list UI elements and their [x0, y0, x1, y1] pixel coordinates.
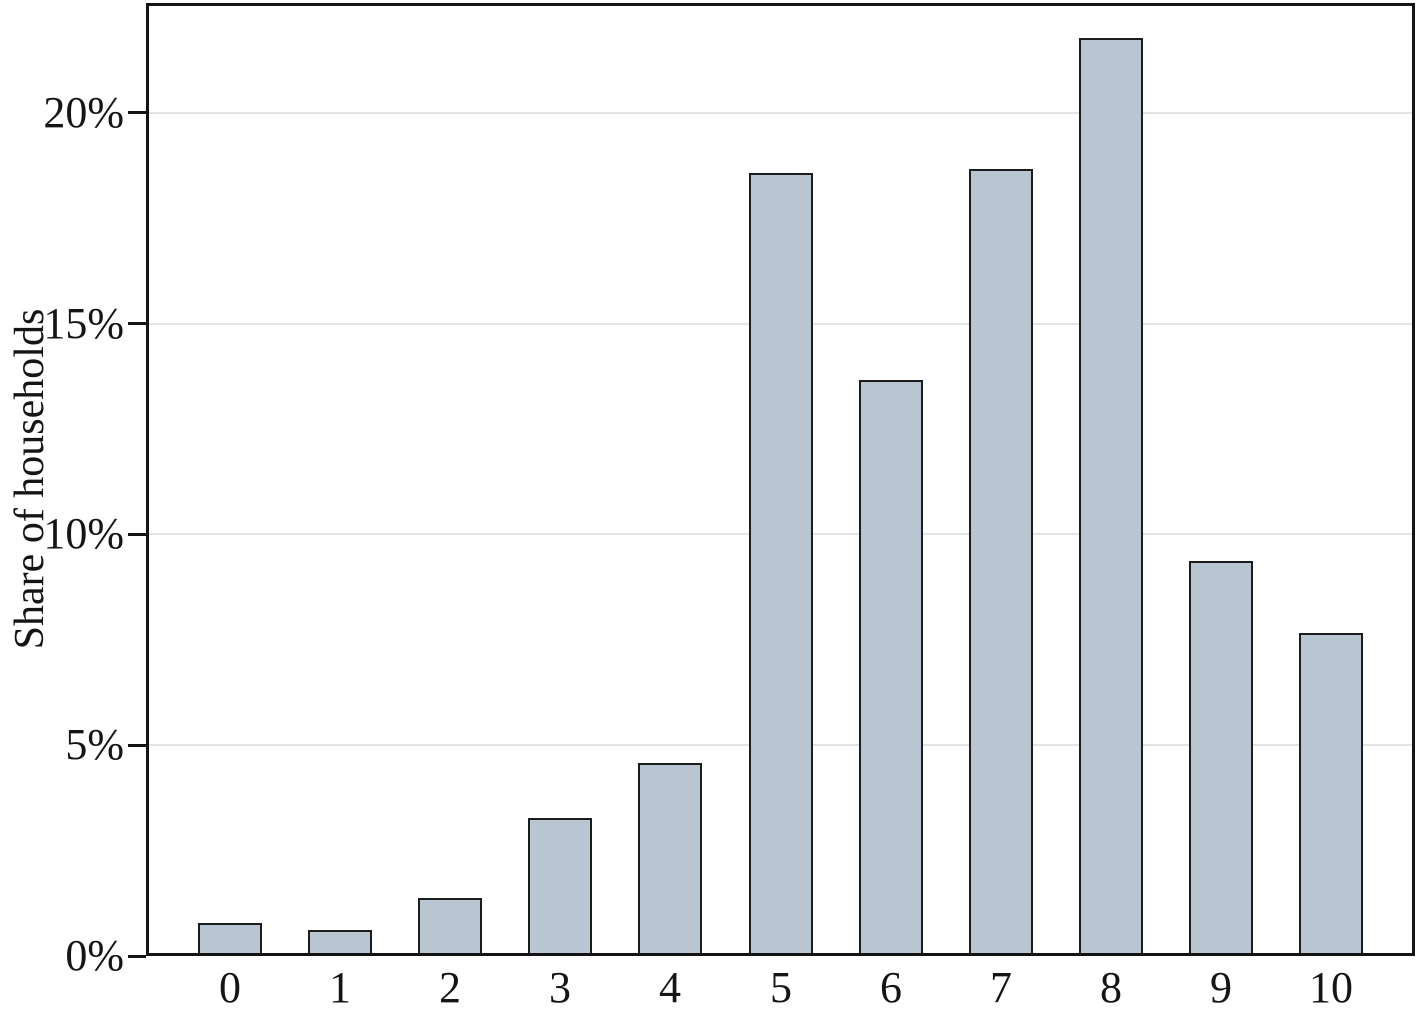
bar-category-5: [749, 173, 813, 953]
bar-category-6: [859, 380, 923, 953]
y-tick-mark: [128, 744, 146, 747]
bar-category-3: [528, 818, 592, 953]
x-tick-label: 1: [329, 963, 351, 1012]
x-tick-label: 7: [990, 963, 1012, 1012]
bar-category-7: [969, 169, 1033, 953]
y-tick-label: 5%: [65, 720, 124, 769]
y-axis-title: Share of households: [7, 308, 53, 650]
bar-category-10: [1299, 633, 1363, 953]
y-tick-mark: [128, 111, 146, 114]
bar-category-9: [1189, 561, 1253, 953]
y-tick-label: 20%: [43, 88, 124, 137]
x-tick-label: 3: [549, 963, 571, 1012]
plot-area: [146, 3, 1415, 956]
bar-category-2: [418, 898, 482, 953]
bar-category-8: [1079, 38, 1143, 953]
x-tick-label: 2: [439, 963, 461, 1012]
plot-inner: [149, 6, 1412, 953]
x-tick-label: 0: [219, 963, 241, 1012]
x-tick-label: 9: [1210, 963, 1232, 1012]
bar-category-1: [308, 930, 372, 953]
bar-category-4: [638, 763, 702, 953]
x-tick-label: 4: [659, 963, 681, 1012]
gridline: [149, 111, 1412, 114]
y-tick-label: 10%: [43, 509, 124, 558]
y-tick-mark: [128, 533, 146, 536]
x-tick-label: 6: [880, 963, 902, 1012]
y-tick-mark: [128, 955, 146, 958]
y-tick-label: 15%: [43, 299, 124, 348]
x-tick-label: 8: [1100, 963, 1122, 1012]
bar-category-0: [198, 923, 262, 953]
x-tick-label: 10: [1309, 963, 1353, 1012]
y-tick-mark: [128, 322, 146, 325]
x-tick-label: 5: [770, 963, 792, 1012]
y-tick-label: 0%: [65, 931, 124, 980]
